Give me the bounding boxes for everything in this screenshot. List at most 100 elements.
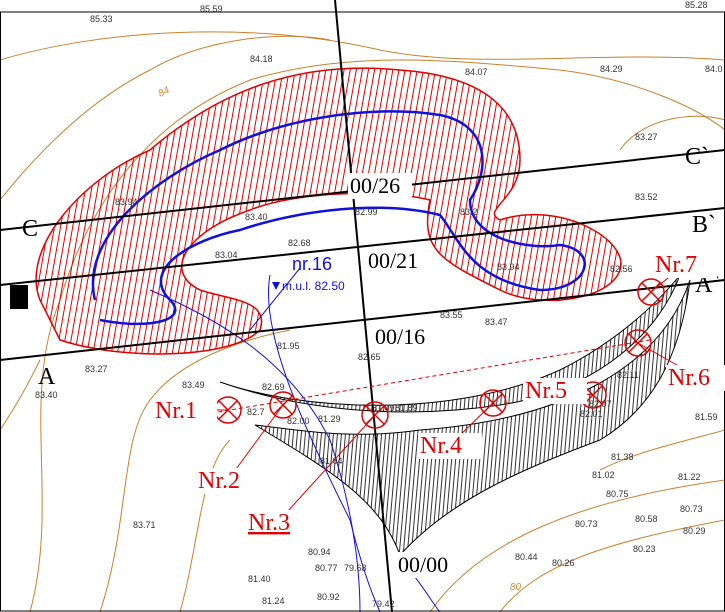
well-label: Nr.3	[248, 510, 290, 536]
spot-elevation: 83.27	[635, 132, 658, 142]
spot-elevation: 83.55	[440, 310, 463, 320]
station-box	[348, 173, 412, 199]
spot-elevation: 84.18	[250, 54, 273, 64]
label-bg	[418, 433, 482, 459]
well-16-label: nr.16	[292, 254, 332, 274]
spot-elevation: 83.71	[133, 520, 156, 530]
spot-elevation: 81.40	[248, 574, 271, 584]
contour-line	[499, 519, 725, 612]
water-line	[91, 110, 586, 326]
spot-elevation: 80.73	[575, 519, 598, 529]
spot-elevation: 82.69	[262, 382, 285, 392]
profile-label: C	[22, 216, 38, 242]
spot-elevation: 80.44	[515, 552, 538, 562]
spot-elevation: 84.29	[600, 64, 623, 74]
profile-line	[0, 279, 725, 361]
label-bg	[523, 378, 587, 404]
spot-elevation: 80.77	[315, 563, 338, 573]
leader	[277, 414, 376, 523]
spot-elevation: 81.29	[318, 414, 341, 424]
station-label: 00/26	[350, 173, 400, 198]
profile-label: C`	[685, 144, 709, 170]
spot-elevation: 83.40	[245, 212, 268, 222]
spot-elevation: 84.0	[705, 64, 723, 74]
profile-label: A	[38, 364, 56, 390]
spot-elevation: 82.99	[355, 207, 378, 217]
contour-label: 84	[157, 85, 172, 100]
label-bg	[246, 510, 310, 536]
profile-line	[0, 207, 725, 286]
spot-elevation: 83.2	[460, 207, 478, 217]
spot-elevation: 80.58	[635, 514, 658, 524]
well-label: Nr.5	[525, 378, 567, 404]
contour-line	[0, 31, 725, 61]
water-level-label: m.u.l. 82.50	[282, 279, 345, 293]
channel	[267, 274, 381, 612]
label-bg	[153, 398, 217, 424]
water-level-marker	[272, 282, 280, 290]
well-circle	[624, 329, 652, 357]
marker	[10, 285, 28, 309]
contours	[0, 31, 725, 612]
spot-elevation: 82.56	[610, 264, 633, 274]
leader	[227, 404, 284, 481]
contour-line	[29, 59, 725, 612]
spot-elevation: 84.07	[465, 67, 488, 77]
well-circle	[637, 278, 665, 306]
spot-elevation: 83.04	[215, 250, 238, 260]
spot-elevation: 85.28	[685, 0, 708, 10]
spot-elevation: 82.68	[288, 238, 311, 248]
spot-elevation: 82.07	[589, 399, 612, 409]
well-circle	[479, 389, 507, 417]
spot-elevation: 81.09	[372, 403, 395, 413]
contour-line	[179, 439, 231, 612]
station-box	[366, 248, 430, 274]
spot-elevation: 81.04	[320, 456, 343, 466]
spot-elevation: 80.75	[606, 489, 629, 499]
spot-elevation: 80.92	[317, 592, 340, 602]
spot-elevation: 83.52	[635, 192, 658, 202]
spot-elevation: 80.73	[680, 504, 703, 514]
well-label: Nr.1	[155, 398, 197, 424]
station-box	[396, 552, 460, 578]
spot-elevation: 80.94	[308, 547, 331, 557]
label-bg	[653, 252, 717, 278]
spot-elevation: 79.68	[344, 563, 367, 573]
station-box	[373, 324, 437, 350]
spot-elevation: 83.94	[497, 262, 520, 272]
spot-elevation: 81.59	[695, 412, 718, 422]
station-label: 00/00	[398, 552, 448, 577]
channel	[149, 289, 361, 612]
contour-line	[0, 35, 331, 201]
spot-elevation: 82.00	[287, 416, 310, 426]
spot-elevation: 81.38	[611, 452, 634, 462]
spot-elevation: 82.01	[580, 409, 603, 419]
spot-elevation: 83.27	[85, 364, 108, 374]
spot-elevation: 85.33	[90, 14, 113, 24]
station-label: 00/16	[375, 324, 425, 349]
spot-elevation: 82.11	[617, 370, 639, 380]
contour-line	[599, 429, 725, 471]
spot-elevation: 83.40	[35, 390, 58, 400]
spot-elevation: 83.47	[485, 317, 508, 327]
contour-label: 80	[510, 582, 522, 593]
spot-elevation: 80.29	[683, 526, 706, 536]
spot-elevation: 82.65	[358, 352, 381, 362]
spot-elevation: 83.49	[182, 380, 205, 390]
well-label: Nr.2	[198, 468, 240, 494]
embankment-slope	[254, 279, 691, 556]
spot-elevation: 81.22	[678, 472, 701, 482]
contour-line	[429, 479, 725, 612]
station-label: 00/21	[368, 248, 418, 273]
contour-line	[619, 115, 725, 151]
spot-elevation: 81.24	[262, 596, 285, 606]
axis-line	[334, 0, 393, 612]
well-circle	[269, 391, 297, 419]
well-label: Nr.7	[655, 252, 697, 278]
spot-elevation: 83.94	[115, 197, 138, 207]
label-bg	[196, 468, 260, 494]
contour-line	[99, 329, 291, 612]
contour-line	[0, 359, 41, 431]
